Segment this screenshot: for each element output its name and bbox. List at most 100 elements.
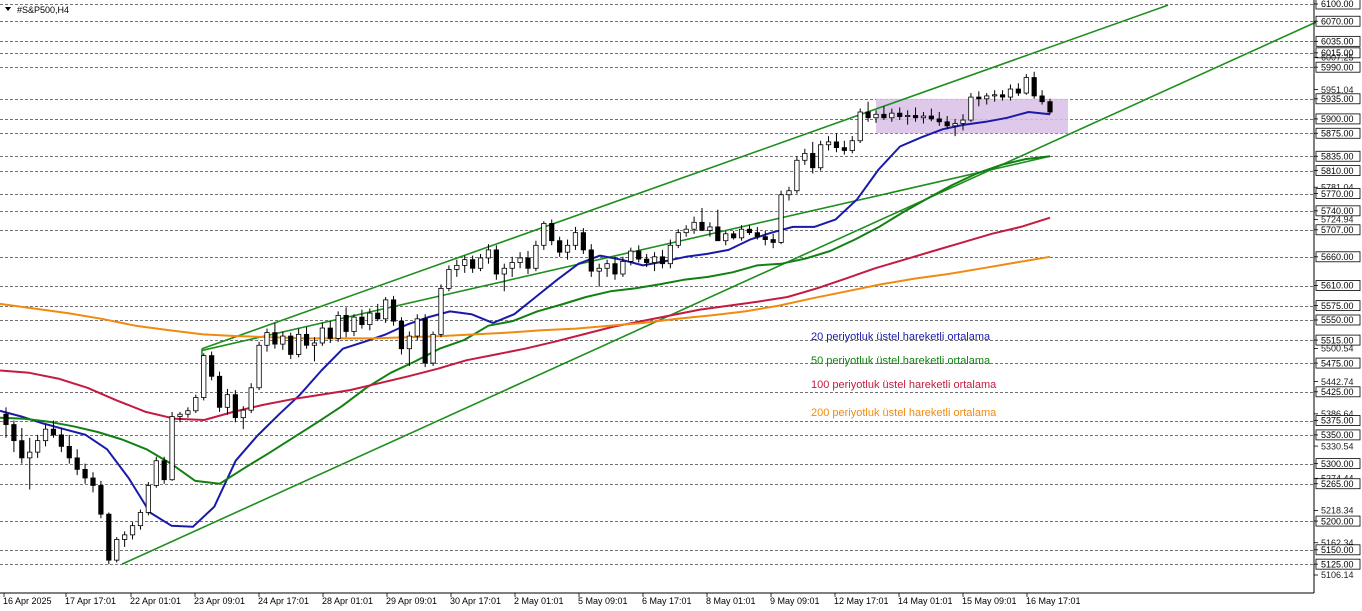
candle	[762, 230, 768, 246]
candle	[818, 140, 824, 171]
candle	[232, 390, 238, 423]
y-tick-label: 5475.00	[1321, 358, 1354, 368]
y-tick-label: 6100.00	[1321, 0, 1354, 9]
candle	[50, 420, 57, 438]
legend-entry: 100 periyotluk üstel hareketli ortalama	[811, 379, 997, 391]
y-tick-label: 5425.00	[1321, 387, 1354, 397]
candle	[754, 226, 760, 240]
y-tick-label: 5781.04	[1321, 182, 1354, 192]
candle	[675, 229, 681, 249]
candle	[177, 411, 183, 423]
y-tick-label: 5770.00	[1321, 189, 1354, 199]
y-tick-label: 5265.00	[1321, 479, 1354, 489]
candle	[976, 91, 982, 107]
y-tick-label: 5875.00	[1321, 128, 1354, 138]
candle	[738, 225, 745, 241]
y-axis-labels: 6100.00 6070.00 6035.006015.006007.255990.…	[1314, 0, 1361, 580]
y-tick-label: 5575.00	[1321, 301, 1354, 311]
candle	[770, 233, 776, 249]
candle	[715, 209, 721, 242]
y-tick-label: 5106.14	[1321, 570, 1354, 580]
channel-line-upper	[201, 4, 1169, 350]
y-tick-label: 5707.00	[1321, 225, 1354, 235]
candle	[66, 434, 72, 464]
candle	[153, 456, 159, 488]
candle	[11, 420, 17, 453]
candle	[42, 424, 49, 447]
candle	[984, 93, 990, 105]
candle	[462, 255, 468, 273]
moving-averages	[0, 111, 1051, 528]
candle	[390, 295, 397, 326]
x-tick-label: 14 May 01:01	[898, 596, 953, 606]
candle	[636, 245, 642, 263]
candle	[1031, 71, 1037, 99]
grid-lines	[0, 4, 1314, 565]
y-tick-label: 5350.00	[1321, 430, 1354, 440]
candle	[928, 108, 934, 122]
candle	[659, 249, 666, 269]
candle	[707, 222, 713, 237]
y-tick-label: 5200.00	[1321, 516, 1354, 526]
candle	[296, 328, 302, 358]
x-tick-label: 22 Apr 01:01	[130, 596, 181, 606]
candle	[651, 252, 658, 272]
candle	[897, 107, 903, 121]
candle	[454, 259, 460, 277]
y-tick-label: 5386.64	[1321, 409, 1354, 419]
candle	[161, 456, 167, 484]
x-tick-label: 23 Apr 09:01	[194, 596, 245, 606]
candle	[517, 252, 523, 269]
channel-line-middle	[201, 155, 1051, 352]
y-tick-label: 5550.00	[1321, 315, 1354, 325]
y-tick-label: 5300.00	[1321, 459, 1354, 469]
x-tick-label: 16 May 17:01	[1026, 596, 1081, 606]
candle	[557, 236, 563, 257]
candle	[723, 230, 729, 246]
x-tick-label: 5 May 09:01	[578, 596, 628, 606]
y-tick-label: 5990.00	[1321, 62, 1354, 72]
y-tick-label: 5810.00	[1321, 166, 1354, 176]
candle	[114, 537, 120, 563]
candle	[620, 256, 626, 277]
candle	[1015, 83, 1021, 96]
candle	[802, 148, 808, 165]
y-tick-label: 5375.00	[1321, 416, 1354, 426]
y-tick-label: 6007.25	[1321, 52, 1354, 62]
candle	[596, 263, 602, 287]
candle	[470, 255, 476, 273]
candle	[825, 136, 832, 151]
y-tick-label: 6070.00	[1321, 16, 1354, 26]
y-tick-label: 5162.34	[1321, 538, 1354, 548]
candle	[264, 328, 270, 352]
candle	[873, 110, 879, 123]
trend-channel	[121, 4, 1319, 565]
candle	[193, 394, 199, 414]
candle	[683, 225, 689, 237]
y-tick-label: 5218.34	[1321, 506, 1354, 516]
x-tick-label: 9 May 09:01	[770, 596, 820, 606]
candle	[137, 509, 144, 530]
legend-entry: 200 periyotluk üstel hareketli ortalama	[811, 407, 997, 419]
x-tick-label: 24 Apr 17:01	[258, 596, 309, 606]
candle	[699, 207, 705, 231]
candle	[588, 244, 594, 277]
candle	[936, 112, 942, 126]
candle	[438, 284, 444, 338]
candle	[327, 321, 333, 343]
candle	[541, 221, 547, 250]
legend-entry: 50 periyotluk üstel hareketli ortalama	[811, 355, 991, 367]
candle	[667, 239, 673, 269]
dropdown-triangle-icon[interactable]	[5, 7, 11, 11]
candle	[920, 112, 927, 124]
candle	[106, 512, 112, 565]
x-tick-label: 12 May 17:01	[834, 596, 889, 606]
candle	[74, 449, 80, 476]
candle	[169, 411, 175, 481]
candle	[881, 106, 887, 121]
candle	[343, 307, 349, 338]
candle	[968, 93, 974, 122]
candle	[477, 253, 484, 272]
candle	[572, 226, 579, 250]
